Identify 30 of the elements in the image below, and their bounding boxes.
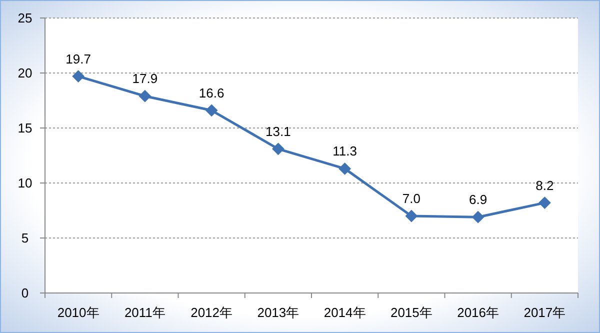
x-tick-label: 2016年 [457, 305, 500, 320]
data-label: 17.9 [132, 71, 158, 86]
y-tick-label: 5 [21, 230, 29, 246]
data-label: 13.1 [266, 124, 291, 139]
data-label: 19.7 [66, 51, 91, 66]
y-tick-label: 0 [21, 286, 29, 301]
x-tick-label: 2013年 [257, 305, 300, 320]
point [472, 211, 484, 224]
x-tick-label: 2014年 [324, 305, 366, 320]
point [138, 90, 151, 102]
y-tick-label: 20 [18, 66, 32, 81]
x-tick-label: 2010年 [57, 305, 100, 320]
point [338, 162, 351, 175]
data-label: 6.9 [469, 192, 488, 208]
x-tick-label: 2017年 [524, 305, 566, 320]
x-tick-label: 2012年 [190, 305, 233, 320]
x-tick-label: 2015年 [390, 305, 432, 320]
y-tick-label: 25 [18, 10, 32, 26]
point [272, 142, 284, 155]
y-tick-label: 10 [18, 176, 32, 191]
point [72, 70, 84, 82]
y-tick-label: 15 [18, 120, 32, 136]
point [206, 104, 218, 116]
x-tick-label: 2011年 [124, 305, 166, 320]
data-label: 7.0 [402, 191, 420, 206]
data-label: 11.3 [332, 144, 357, 159]
point [538, 196, 551, 209]
point [405, 210, 418, 222]
data-label: 16.6 [198, 85, 224, 100]
data-label: 8.2 [536, 178, 554, 193]
